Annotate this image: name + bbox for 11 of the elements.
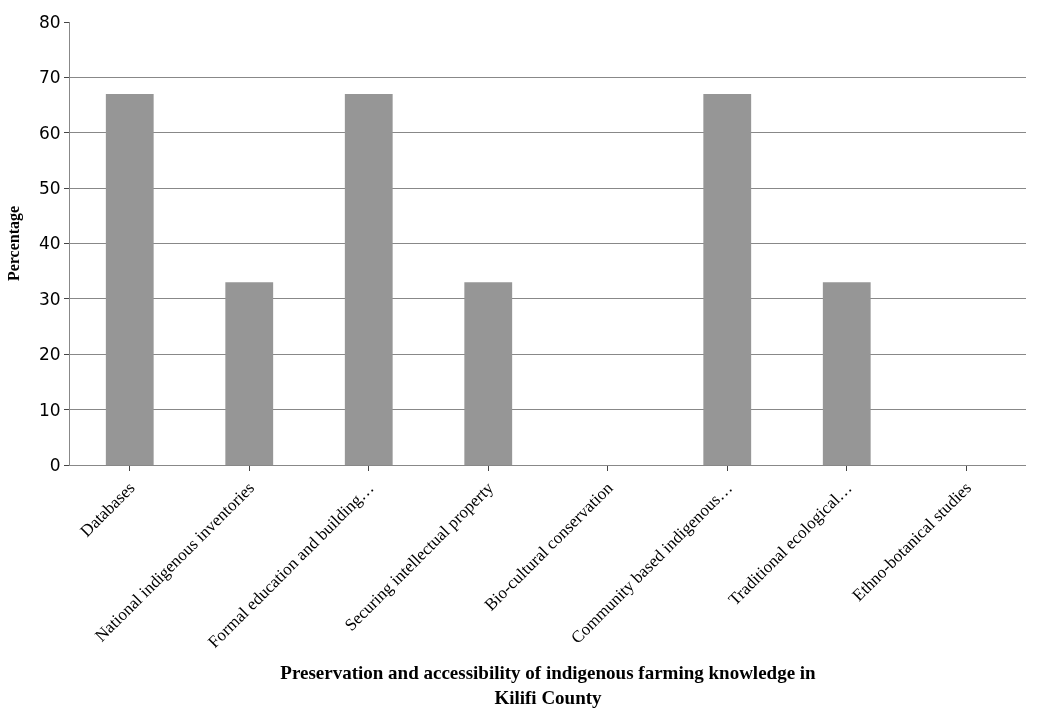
y-tick-label: 50 <box>38 178 61 199</box>
y-tick-label: 40 <box>38 233 61 254</box>
y-tick-label: 20 <box>38 344 61 365</box>
y-axis-title: Percentage <box>4 205 23 282</box>
y-tick-label: 0 <box>49 454 61 475</box>
x-axis-title: Preservation and accessibility of indigenous farming knowledge in Kilifi County <box>280 662 817 709</box>
y-tick-label: 60 <box>38 122 61 143</box>
y-tick-label: 80 <box>38 11 61 32</box>
y-tick-label: 70 <box>38 67 61 88</box>
y-tick-label: 10 <box>38 399 61 420</box>
y-tick-label: 30 <box>38 288 61 309</box>
